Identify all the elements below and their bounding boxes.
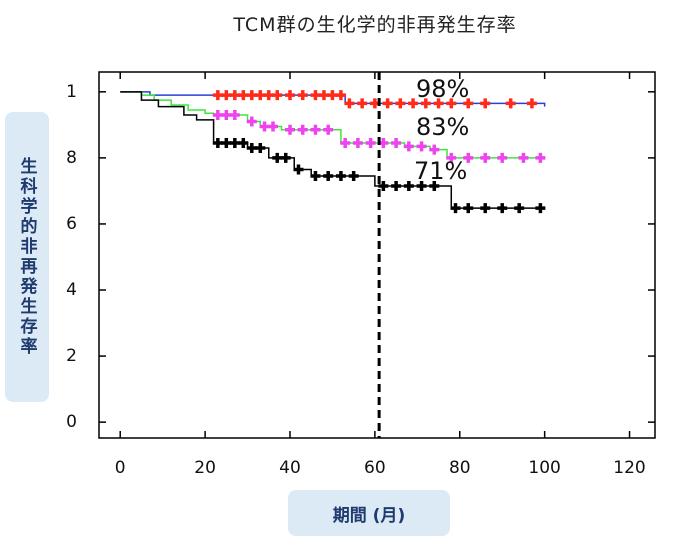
y-tick-label: 4 <box>66 280 77 300</box>
censor-mark <box>310 171 321 182</box>
y-axis-box: 生科学的非再発生存率 <box>5 112 49 402</box>
y-tick-label: 6 <box>66 214 77 234</box>
censor-mark <box>365 138 376 149</box>
x-tick-label: 20 <box>194 458 216 478</box>
censor-mark <box>518 152 529 163</box>
censor-mark <box>335 90 346 101</box>
censor-mark <box>497 152 508 163</box>
censor-mark <box>335 171 346 182</box>
survival-curve <box>120 91 545 209</box>
censor-mark <box>391 138 402 149</box>
censor-mark <box>514 203 525 214</box>
y-tick-label: 2 <box>66 346 77 366</box>
censor-mark <box>327 90 338 101</box>
x-tick-label: 0 <box>115 458 126 478</box>
x-tick-label: 40 <box>279 458 301 478</box>
x-tick-label: 60 <box>364 458 386 478</box>
censor-mark <box>463 203 474 214</box>
censor-mark <box>238 138 249 149</box>
censor-mark <box>497 203 508 214</box>
censor-mark <box>229 90 240 101</box>
censor-mark <box>229 109 240 120</box>
censor-mark <box>323 171 334 182</box>
censor-mark <box>221 138 232 149</box>
annotation: 71% <box>414 157 467 185</box>
censor-mark <box>352 138 363 149</box>
censor-mark <box>212 90 223 101</box>
censor-mark <box>480 203 491 214</box>
censor-mark <box>395 98 406 109</box>
y-axis-label: 生科学的非再発生存率 <box>16 157 37 357</box>
censor-mark <box>246 90 257 101</box>
censor-mark <box>212 109 223 120</box>
censor-mark <box>255 90 266 101</box>
censor-mark <box>221 90 232 101</box>
censor-mark <box>403 180 414 191</box>
censor-mark <box>535 152 546 163</box>
x-axis-label: 期間 (月) <box>288 490 450 536</box>
y-tick-label: 0 <box>66 412 77 432</box>
censor-mark <box>416 141 427 152</box>
censor-mark <box>408 98 419 109</box>
censor-mark <box>416 180 427 191</box>
censor-mark <box>463 152 474 163</box>
censor-mark <box>263 90 274 101</box>
censor-mark <box>420 98 431 109</box>
censor-mark <box>535 203 546 214</box>
censor-mark <box>357 98 368 109</box>
censor-mark <box>284 124 295 135</box>
censor-mark <box>318 90 329 101</box>
censor-mark <box>480 152 491 163</box>
censor-mark <box>293 164 304 175</box>
censor-mark <box>212 138 223 149</box>
censor-mark <box>505 98 516 109</box>
censor-mark <box>526 98 537 109</box>
chart-title: TCM群の生化学的非再発生存率 <box>233 14 517 36</box>
censor-mark <box>450 203 461 214</box>
censor-mark <box>229 138 240 149</box>
censor-mark <box>446 98 457 109</box>
x-tick-label: 120 <box>613 458 645 478</box>
y-tick-label: 8 <box>66 148 77 168</box>
censor-mark <box>272 90 283 101</box>
censor-mark <box>403 141 414 152</box>
censor-mark <box>310 124 321 135</box>
censor-mark <box>255 142 266 153</box>
censor-mark <box>272 152 283 163</box>
censor-mark <box>297 124 308 135</box>
annotation: 98% <box>416 75 469 103</box>
censor-mark <box>429 144 440 155</box>
censor-mark <box>446 152 457 163</box>
x-tick-label: 100 <box>528 458 560 478</box>
censor-mark <box>297 90 308 101</box>
censor-mark <box>340 138 351 149</box>
censor-mark <box>310 90 321 101</box>
censor-mark <box>259 121 270 132</box>
censor-mark <box>429 180 440 191</box>
censor-mark <box>480 98 491 109</box>
y-tick-label: 1 <box>66 82 77 102</box>
annotation: 83% <box>416 113 469 141</box>
censor-mark <box>463 98 474 109</box>
censor-mark <box>238 90 249 101</box>
censor-mark <box>344 98 355 109</box>
censor-mark <box>284 90 295 101</box>
censor-mark <box>268 121 279 132</box>
censor-mark <box>382 98 393 109</box>
plot-frame <box>98 71 656 439</box>
censor-mark <box>433 98 444 109</box>
censor-mark <box>221 109 232 120</box>
censor-mark <box>348 171 359 182</box>
censor-mark <box>378 180 389 191</box>
censor-mark <box>246 116 257 127</box>
censor-mark <box>391 180 402 191</box>
x-tick-label: 80 <box>449 458 471 478</box>
censor-mark <box>280 152 291 163</box>
censor-mark <box>323 124 334 135</box>
censor-mark <box>246 142 257 153</box>
